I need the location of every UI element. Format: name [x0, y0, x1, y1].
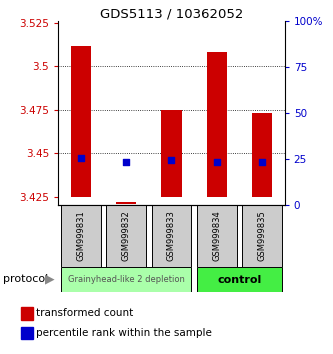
- Bar: [197, 267, 282, 292]
- Bar: [106, 205, 146, 267]
- Bar: [152, 205, 191, 267]
- Text: ▶: ▶: [45, 273, 54, 286]
- Bar: [21, 307, 33, 320]
- Point: [169, 157, 174, 163]
- Bar: [161, 110, 182, 196]
- Text: control: control: [217, 275, 261, 285]
- Bar: [61, 267, 191, 292]
- Bar: [252, 113, 272, 196]
- Text: GSM999834: GSM999834: [212, 210, 221, 261]
- Text: transformed count: transformed count: [36, 308, 134, 319]
- Point: [124, 159, 129, 165]
- Text: GSM999833: GSM999833: [167, 210, 176, 261]
- Point: [214, 159, 219, 165]
- Bar: [71, 46, 91, 196]
- Text: GSM999831: GSM999831: [76, 210, 86, 261]
- Text: protocol: protocol: [3, 274, 49, 284]
- Text: Grainyhead-like 2 depletion: Grainyhead-like 2 depletion: [68, 275, 184, 284]
- Bar: [206, 52, 227, 196]
- Point: [259, 159, 265, 165]
- Bar: [116, 202, 137, 204]
- Point: [78, 156, 84, 161]
- Bar: [61, 205, 101, 267]
- Title: GDS5113 / 10362052: GDS5113 / 10362052: [100, 7, 243, 20]
- Text: percentile rank within the sample: percentile rank within the sample: [36, 328, 212, 338]
- Bar: [197, 205, 237, 267]
- Bar: [242, 205, 282, 267]
- Bar: [21, 327, 33, 339]
- Text: GSM999832: GSM999832: [122, 210, 131, 261]
- Text: GSM999835: GSM999835: [257, 210, 267, 261]
